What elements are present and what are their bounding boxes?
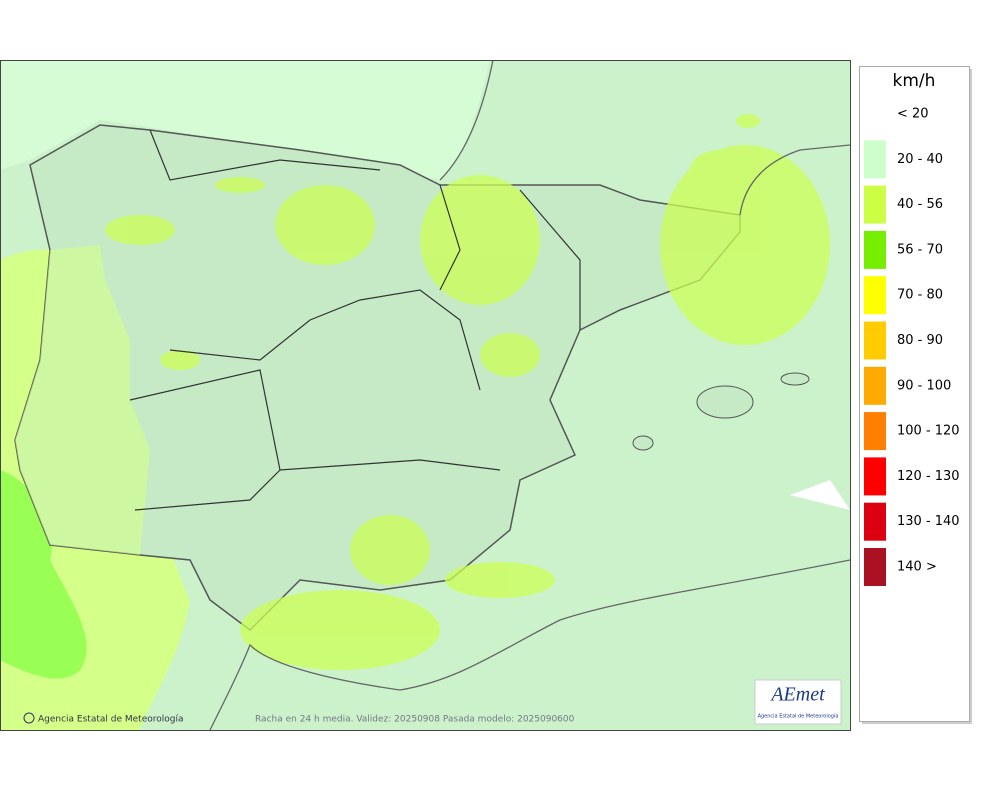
caption: Racha en 24 h media. Validez: 20250908 P… <box>255 715 575 725</box>
legend-label: 140 > <box>897 560 937 575</box>
legend-swatch <box>864 502 886 541</box>
credit-icon <box>23 712 35 724</box>
map-frame <box>0 60 851 731</box>
gust-zones <box>105 114 830 670</box>
legend-swatch <box>864 276 886 315</box>
legend-swatch <box>864 457 886 496</box>
legend-swatch <box>864 230 886 269</box>
legend-swatch <box>864 140 886 179</box>
regions <box>129 129 581 511</box>
no-data <box>790 480 850 510</box>
legend-label: 20 - 40 <box>897 152 943 167</box>
legend-label: 100 - 120 <box>897 424 960 439</box>
legend-swatch <box>864 548 886 586</box>
legend-swatch <box>864 185 886 224</box>
gust-zone <box>15 245 150 555</box>
coastlines <box>209 60 850 730</box>
legend-label: 90 - 100 <box>897 378 951 393</box>
legend-swatch <box>864 412 886 451</box>
legend-label: 80 - 90 <box>897 333 943 348</box>
logo-subtitle: Agencia Estatal de Meteorología <box>758 713 839 720</box>
sea-north <box>0 60 490 180</box>
legend-label: 56 - 70 <box>897 242 943 257</box>
legend-label: 130 - 140 <box>897 514 960 529</box>
legend-label: < 20 <box>897 107 929 122</box>
legend-swatch <box>864 366 886 405</box>
legend-label: 70 - 80 <box>897 288 943 303</box>
legend-label: 120 - 130 <box>897 469 960 484</box>
gust-zone <box>0 470 87 679</box>
legend-swatch <box>864 321 886 360</box>
map <box>0 60 850 730</box>
legend-label: 40 - 56 <box>897 197 943 212</box>
logo-name: AEmet <box>769 684 825 706</box>
legend-title: km/h <box>893 71 936 91</box>
credit: Agencia Estatal de Meteorología <box>38 715 184 725</box>
logo <box>754 679 842 725</box>
islands <box>632 372 810 451</box>
